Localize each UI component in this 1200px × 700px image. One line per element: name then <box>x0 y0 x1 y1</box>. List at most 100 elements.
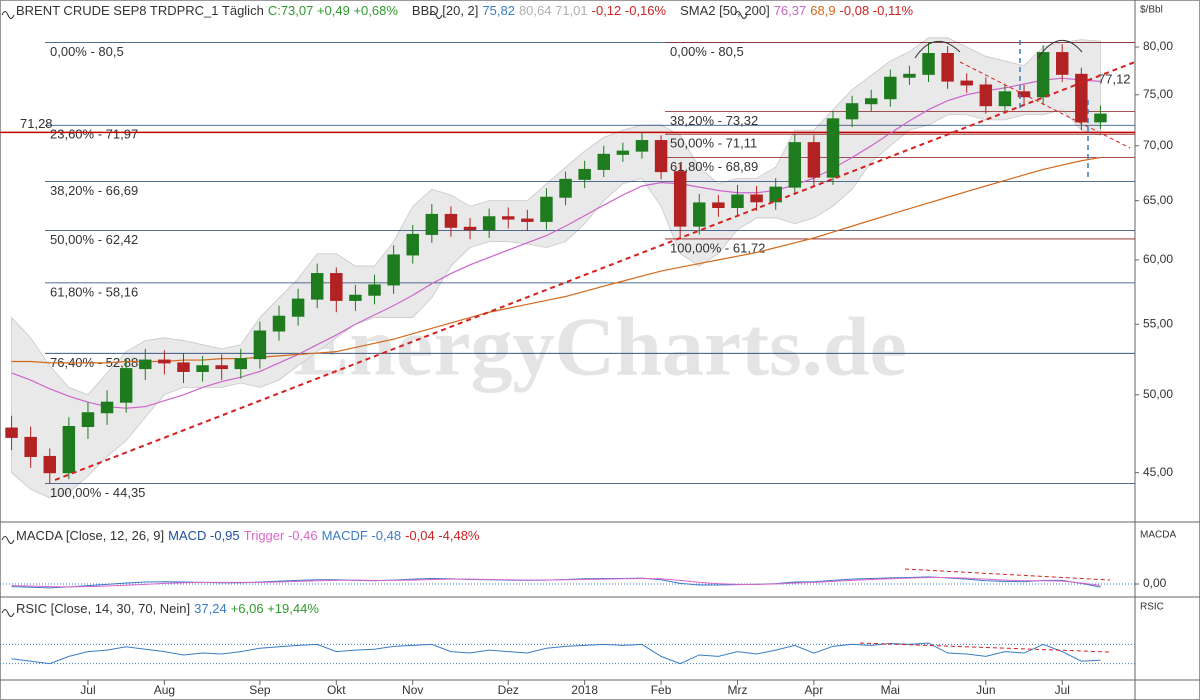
candle-body <box>540 196 553 222</box>
top-arc <box>914 41 961 59</box>
candle-body <box>864 98 878 105</box>
candle-body <box>998 91 1012 107</box>
candle-body <box>330 273 343 301</box>
x-tick-label: Okt <box>327 683 346 697</box>
x-tick-label: Mrz <box>727 683 747 697</box>
x-tick-label: Mai <box>881 683 900 697</box>
candle-body <box>1075 73 1088 123</box>
candle-body <box>482 216 496 231</box>
candle-body <box>845 103 859 120</box>
candle-body <box>5 427 18 438</box>
fib-label: 100,00% - 44,35 <box>50 485 145 500</box>
indicator-icon <box>734 11 748 19</box>
candle-body <box>1036 52 1050 98</box>
candle-body <box>788 142 802 188</box>
candle-body <box>903 73 916 78</box>
header-item: SMA2 [50, 200] <box>680 3 770 18</box>
fib-label: 50,00% - 62,42 <box>50 232 138 247</box>
candle-body <box>81 412 95 428</box>
candle-body <box>463 226 477 231</box>
moving-average <box>11 156 1101 364</box>
x-tick-label: Dez <box>498 683 519 697</box>
candle-body <box>941 53 954 82</box>
x-tick-label: Jul <box>80 683 95 697</box>
candle-body <box>387 254 400 286</box>
candle-body <box>24 436 37 457</box>
candle-body <box>1094 113 1107 123</box>
y-tick-label: 0,00 <box>1143 576 1167 590</box>
trend-line <box>54 61 1136 481</box>
header-item: BRENT CRUDE SEP8 TRDPRC_1 Täglich <box>16 3 264 18</box>
candle-body <box>368 284 381 296</box>
y-tick-label: 75,00 <box>1143 87 1173 101</box>
y-tick-label: 45,00 <box>1143 465 1173 479</box>
header-item: 75,82 <box>482 3 515 18</box>
header-item: MACDA [Close, 12, 26, 9] <box>16 528 164 543</box>
candle-body <box>635 140 649 152</box>
y-tick-label: 50,00 <box>1143 387 1173 401</box>
candle-body <box>119 368 133 403</box>
x-tick-label: Jul <box>1055 683 1070 697</box>
candle-body <box>750 194 763 203</box>
candle-body <box>196 365 209 372</box>
header-item: -0,12 -0,16% <box>592 3 667 18</box>
candle-body <box>272 315 286 332</box>
fib-label: 76,40% - 52,88 <box>50 355 138 370</box>
header-item: C:73,07 +0,49 +0,68% <box>268 3 399 18</box>
candle-body <box>673 171 687 227</box>
candle-body <box>922 53 935 75</box>
x-tick-label: Aug <box>154 683 175 697</box>
header-item: +6,06 +19,44% <box>231 601 320 616</box>
panel-label: RSIC <box>1140 602 1164 613</box>
candle-body <box>444 213 458 228</box>
header-item: 68,9 <box>810 3 835 18</box>
candle-body <box>158 359 171 364</box>
fib-label: 38,20% - 66,69 <box>50 183 138 198</box>
header-item: BBD [20, 2] <box>412 3 478 18</box>
candle-body <box>1056 52 1069 75</box>
x-tick-label: Jun <box>976 683 995 697</box>
marker-label: 71,28 <box>20 116 53 131</box>
y-tick-label: 70,00 <box>1143 138 1173 152</box>
candle-body <box>177 362 190 372</box>
candle-body <box>826 118 840 178</box>
candle-body <box>521 218 534 222</box>
header-item: 80,64 71,01 <box>519 3 588 18</box>
trend-line <box>904 568 1111 581</box>
fib-label: 0,00% - 80,5 <box>50 44 124 59</box>
candle-body <box>578 168 591 180</box>
candle-body <box>100 401 114 414</box>
candle-body <box>234 358 248 370</box>
candle-body <box>693 202 706 227</box>
header-item: MACDF -0,48 <box>322 528 401 543</box>
candle-body <box>616 150 630 155</box>
fib-label: 61,80% - 68,89 <box>670 159 758 174</box>
fib-label: 23,60% - 71,97 <box>50 127 138 142</box>
rsi-line <box>11 642 1101 665</box>
indicator-icon <box>1 536 15 544</box>
candle-body <box>559 178 572 198</box>
drawings <box>54 40 1136 653</box>
unit-label: $/Bbl <box>1140 5 1163 16</box>
candle-body <box>139 359 152 370</box>
x-tick-label: Nov <box>402 683 423 697</box>
header-item: RSIC [Close, 14, 30, 70, Nein] <box>16 601 190 616</box>
candle-body <box>253 330 267 360</box>
candle-body <box>712 202 725 209</box>
macd-line <box>11 577 1101 588</box>
top-arc <box>1037 40 1083 59</box>
moving-average <box>11 77 1101 409</box>
panel-label: MACDA <box>1140 530 1176 541</box>
header-item: -0,08 -0,11% <box>840 3 914 18</box>
header-item: Trigger -0,46 <box>244 528 318 543</box>
fib-label: 61,80% - 58,16 <box>50 284 138 299</box>
annotation: 77,12 <box>1098 72 1131 87</box>
candle-body <box>979 84 993 107</box>
y-tick-label: 65,00 <box>1143 193 1173 207</box>
candle-body <box>310 273 324 300</box>
candle-body <box>731 194 744 209</box>
candle-body <box>62 426 76 474</box>
candle-body <box>960 80 973 86</box>
header-item: 37,24 <box>194 601 227 616</box>
